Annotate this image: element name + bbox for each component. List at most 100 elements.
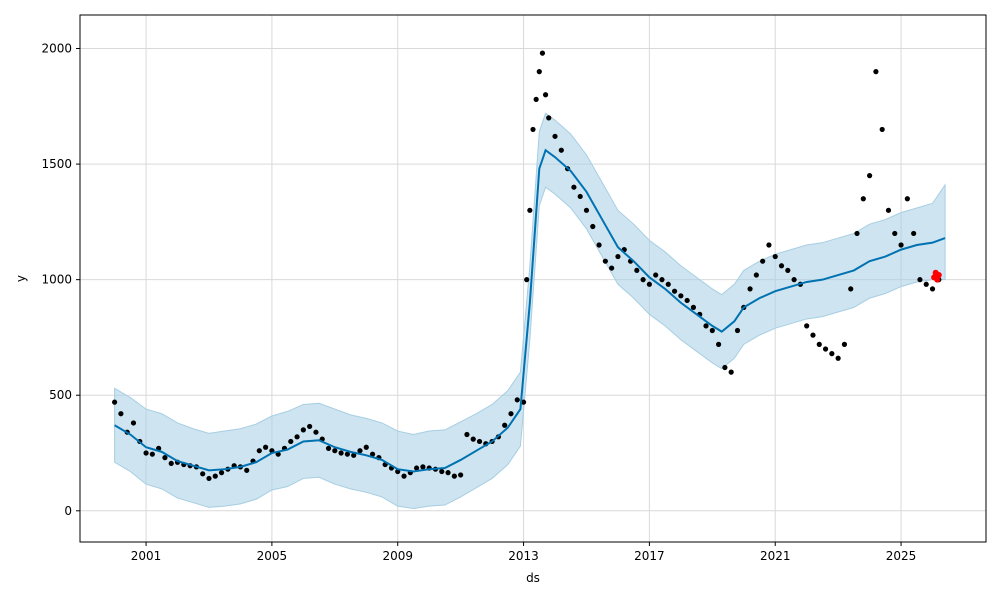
observed-point bbox=[514, 397, 520, 403]
observed-point bbox=[313, 429, 319, 435]
observed-point bbox=[533, 96, 539, 102]
observed-point bbox=[263, 444, 269, 450]
observed-point bbox=[640, 277, 646, 283]
observed-point bbox=[369, 451, 376, 457]
observed-point bbox=[530, 126, 536, 133]
observed-point bbox=[665, 281, 671, 287]
y-axis-label: y bbox=[14, 275, 28, 282]
observed-point bbox=[646, 281, 652, 287]
observed-point bbox=[835, 355, 841, 361]
observed-point bbox=[244, 467, 250, 473]
observed-point bbox=[778, 263, 785, 269]
observed-point bbox=[420, 464, 426, 470]
observed-point bbox=[300, 427, 306, 433]
observed-point bbox=[577, 193, 583, 200]
observed-point bbox=[816, 341, 822, 347]
x-tick-label: 2009 bbox=[382, 549, 413, 563]
x-axis: 2001 2005 2009 2013 2017 2021 2025 bbox=[131, 542, 917, 563]
forecast-series-line bbox=[114, 148, 946, 473]
highlight-point bbox=[934, 276, 941, 283]
observed-point bbox=[552, 133, 558, 139]
observed-point bbox=[351, 452, 357, 458]
observed-point bbox=[634, 267, 640, 274]
observed-point bbox=[609, 265, 615, 271]
observed-point bbox=[810, 332, 816, 338]
observed-point bbox=[911, 230, 917, 237]
observed-point bbox=[288, 438, 294, 445]
x-tick-label: 2025 bbox=[886, 549, 917, 563]
observed-point bbox=[716, 341, 722, 347]
observed-point bbox=[212, 473, 218, 479]
observed-point bbox=[709, 327, 715, 334]
observed-point bbox=[867, 173, 873, 179]
x-tick-label: 2021 bbox=[760, 549, 791, 563]
observed-point bbox=[325, 445, 332, 451]
observed-point bbox=[772, 253, 778, 260]
observed-point bbox=[458, 472, 464, 478]
observed-point bbox=[892, 230, 898, 237]
observed-point bbox=[791, 277, 797, 283]
observed-point bbox=[451, 473, 457, 479]
observed-point bbox=[357, 448, 363, 454]
observed-point bbox=[464, 431, 470, 438]
observed-point bbox=[470, 436, 476, 442]
observed-point bbox=[898, 242, 904, 248]
y-tick-label: 2000 bbox=[41, 42, 72, 56]
observed-point bbox=[476, 438, 483, 445]
observed-point bbox=[168, 460, 174, 467]
observed-point bbox=[684, 297, 690, 304]
observed-point bbox=[929, 286, 936, 292]
observed-point bbox=[130, 420, 137, 426]
observed-point bbox=[703, 323, 709, 329]
x-tick-label: 2005 bbox=[257, 549, 288, 563]
observed-point bbox=[524, 277, 530, 283]
observed-point bbox=[307, 423, 313, 430]
observed-point bbox=[885, 207, 892, 213]
observed-point bbox=[363, 444, 369, 450]
y-tick-label: 1500 bbox=[41, 157, 72, 171]
observed-point bbox=[206, 475, 212, 482]
y-tick-label: 1000 bbox=[41, 273, 72, 287]
observed-point bbox=[722, 364, 728, 371]
observed-point bbox=[841, 341, 848, 347]
observed-point bbox=[536, 69, 542, 75]
observed-point bbox=[401, 473, 407, 479]
observed-point bbox=[542, 92, 549, 98]
observed-point bbox=[760, 258, 766, 264]
observed-point bbox=[917, 277, 923, 283]
observed-point bbox=[822, 346, 829, 352]
observed-point bbox=[200, 471, 206, 477]
observed-point bbox=[502, 422, 508, 428]
plot-frame bbox=[79, 14, 987, 543]
forecast-line bbox=[114, 148, 946, 473]
observed-point bbox=[571, 184, 577, 190]
observed-point bbox=[602, 258, 608, 264]
observed-point bbox=[218, 470, 225, 476]
observed-point bbox=[860, 196, 866, 202]
observed-point bbox=[690, 304, 697, 310]
observed-point bbox=[583, 207, 590, 213]
observed-point bbox=[753, 272, 759, 278]
observed-point bbox=[508, 411, 514, 417]
observed-point bbox=[332, 448, 338, 454]
observed-point bbox=[671, 288, 678, 294]
observed-point bbox=[527, 207, 533, 213]
observed-point bbox=[734, 327, 741, 334]
observed-point bbox=[747, 286, 753, 292]
observed-point bbox=[873, 69, 879, 75]
observed-point bbox=[590, 223, 596, 230]
observed-point bbox=[118, 411, 124, 417]
observed-point bbox=[338, 450, 344, 456]
observed-point bbox=[728, 369, 734, 375]
highlight-points bbox=[931, 269, 942, 283]
highlight-point bbox=[935, 272, 942, 279]
observed-point bbox=[848, 286, 854, 292]
x-tick-label: 2001 bbox=[131, 549, 162, 563]
y-tick-label: 0 bbox=[64, 504, 72, 518]
observed-point bbox=[256, 448, 262, 454]
observed-point bbox=[829, 351, 835, 357]
observed-point bbox=[596, 242, 602, 248]
observed-point bbox=[143, 450, 149, 456]
x-tick-label: 2013 bbox=[508, 549, 539, 563]
observed-point bbox=[879, 126, 885, 133]
